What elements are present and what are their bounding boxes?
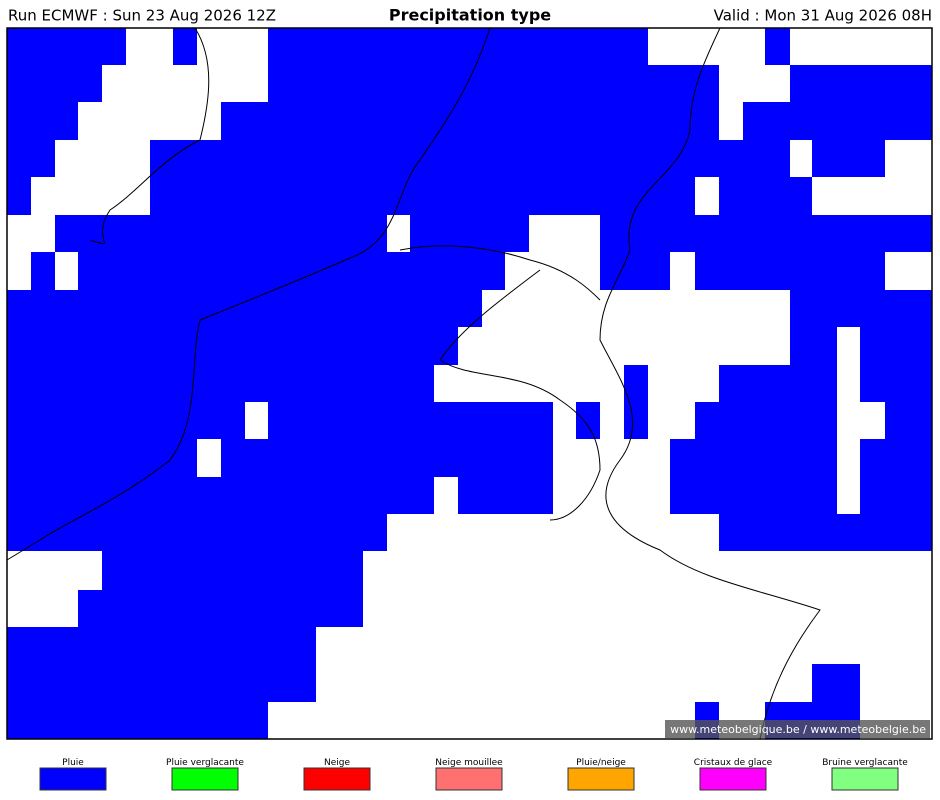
legend-swatch: [435, 767, 503, 791]
legend-label: Cristaux de glace: [694, 758, 773, 768]
legend-label: Pluie verglacante: [166, 758, 244, 768]
copyright-bg: [665, 720, 930, 738]
legend-label: Neige mouillee: [435, 758, 503, 768]
copyright: © www.meteobelgique.be / www.meteobelgie…: [656, 723, 927, 736]
legend-swatch: [831, 767, 899, 791]
legend-swatch: [699, 767, 767, 791]
valid-label: Valid : Mon 31 Aug 2026 08H: [714, 7, 932, 25]
legend-swatch: [39, 767, 107, 791]
map-frame: [6, 27, 933, 740]
legend-label: Bruine verglacante: [822, 758, 908, 768]
legend-label: Pluie: [62, 758, 84, 768]
legend-swatch: [171, 767, 239, 791]
legend-label: Pluie/neige: [576, 758, 626, 768]
map: © www.meteobelgique.be / www.meteobelgie…: [6, 27, 933, 740]
coastlines: [6, 27, 821, 740]
legend: Pluie Pluie verglacante Neige Neige mouille…: [39, 758, 908, 791]
dry-areas: [7, 28, 932, 739]
title: Precipitation type: [389, 6, 551, 25]
legend-swatch: [567, 767, 635, 791]
run-label: Run ECMWF : Sun 23 Aug 2026 12Z: [8, 7, 276, 25]
legend-label: Neige: [324, 758, 350, 768]
legend-swatch: [303, 767, 371, 791]
